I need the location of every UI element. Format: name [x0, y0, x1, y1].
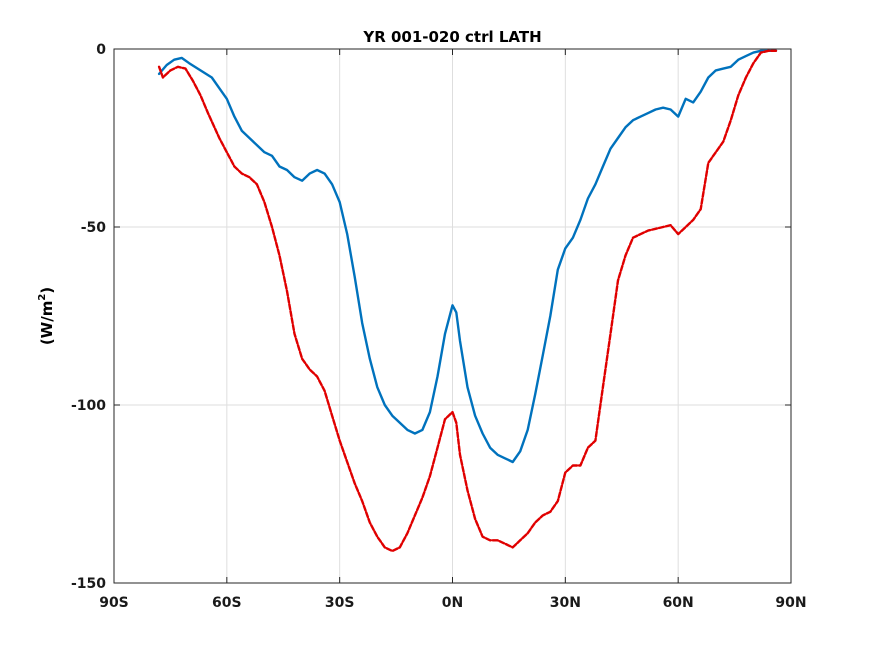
chart-title: YR 001-020 ctrl LATH: [362, 28, 541, 46]
x-tick-label: 30S: [325, 595, 355, 611]
y-tick-label: -150: [71, 576, 106, 592]
series-lines: [157, 49, 778, 553]
series-line-1: [157, 49, 778, 464]
x-tick-label: 90N: [775, 595, 806, 611]
x-tick-label: 60N: [663, 595, 694, 611]
x-tick-label: 90S: [99, 595, 129, 611]
axis-ticks: 90S 60S 30S 0N 30N 60N 90N -150 -100 -50 0: [71, 42, 807, 611]
y-tick-label: -100: [71, 398, 106, 414]
y-axis-label-text: (W/m: [38, 301, 56, 346]
y-tick-label: 0: [96, 42, 106, 58]
y-axis-label: (W/m2): [37, 287, 56, 345]
y-axis-label-superscript: 2: [37, 294, 48, 301]
y-tick-label: -50: [81, 220, 107, 236]
series-line-2: [157, 49, 778, 553]
x-tick-label: 60S: [212, 595, 242, 611]
x-tick-label: 30N: [550, 595, 581, 611]
x-tick-label: 0N: [442, 595, 463, 611]
y-axis-label-close: ): [38, 287, 56, 294]
